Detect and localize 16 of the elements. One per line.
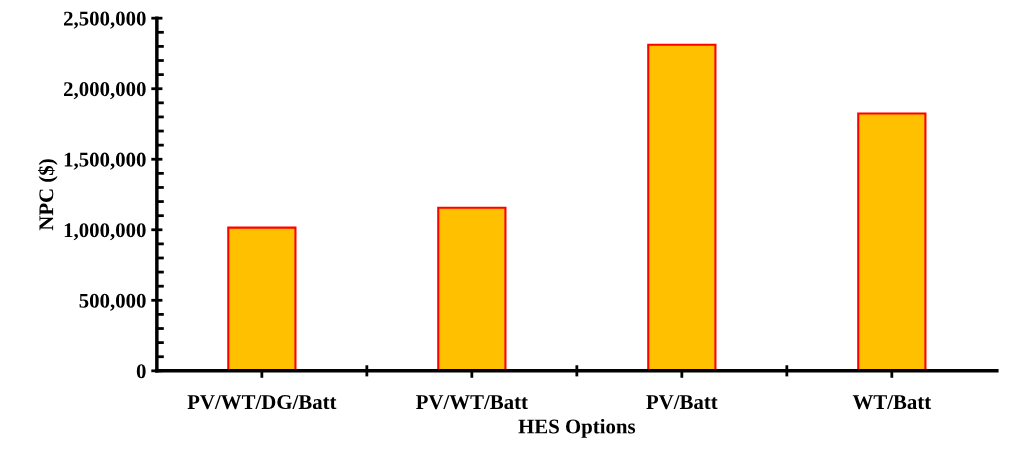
y-tick-label: 1,000,000 [64,223,146,241]
bar [647,43,717,371]
x-axis-title: HES Options [518,418,636,438]
x-tick-label: WT/Batt [852,395,932,410]
x-tick-label: PV/WT/DG/Batt [187,395,337,410]
y-tick-label: 0 [136,364,146,379]
y-tick-label: 500,000 [79,293,146,311]
y-tick-label: 2,000,000 [63,82,146,100]
x-tick-label: PV/WT/Batt [416,395,528,410]
y-axis-title: NPC ($) [38,159,58,231]
bar [437,206,507,371]
y-tick-label: 1,500,000 [64,152,146,170]
bar [227,226,297,371]
x-tick-label: PV/Batt [646,395,718,410]
bar [857,112,927,371]
y-tick-label: 2,500,000 [63,11,146,29]
